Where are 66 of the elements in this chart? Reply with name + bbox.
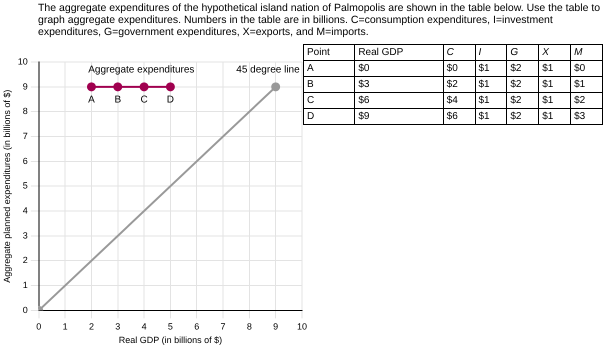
y-tick-label: 4 [22, 206, 28, 216]
text: D [304, 108, 355, 124]
text: $3 [570, 108, 602, 124]
text: $2 [570, 92, 602, 108]
y-tick-label: 0 [22, 304, 28, 315]
y-axis-title: Aggregate planned expenditures (in billions of $) [2, 90, 12, 283]
text: $3 [354, 76, 444, 92]
data-label: C [140, 94, 148, 106]
x-tick-label: 8 [246, 321, 252, 332]
data-label: A [88, 94, 96, 106]
y-tick-label: 1 [22, 280, 28, 290]
text: Real GDP [354, 44, 444, 60]
text: $2 [506, 60, 539, 76]
text: $2 [443, 76, 475, 92]
text: C [443, 44, 475, 60]
text: M [570, 44, 602, 60]
series-label: Aggregate expenditures [88, 64, 194, 76]
text: B [304, 76, 355, 92]
x-tick-label: 2 [88, 321, 94, 332]
text: $2 [506, 108, 539, 124]
data-label: D [166, 94, 174, 106]
text: $1 [475, 76, 507, 92]
text: $1 [538, 76, 571, 92]
text: $0 [570, 60, 602, 76]
text: $1 [570, 76, 602, 92]
x-tick-label: 3 [115, 321, 120, 332]
y-tick-label: 10 [18, 56, 28, 66]
text: $0 [354, 60, 444, 76]
text: C [304, 92, 355, 108]
text: $6 [443, 108, 475, 124]
x-tick-label: 10 [296, 321, 307, 332]
x-tick-label: 1 [62, 321, 68, 332]
x-tick-label: 7 [220, 321, 226, 332]
text: I [475, 44, 507, 60]
x-tick-label: 6 [194, 321, 200, 332]
text: $2 [506, 76, 539, 92]
text: $2 [506, 92, 539, 108]
y-tick-label: 2 [22, 255, 28, 266]
text: Point [304, 44, 355, 60]
chart-title: The aggregate expenditures of the hypothetical island nation of Palmopolis are shown in the table below. Use the table to graph aggregate expenditures. Numbers in the table are in billions. C=consumption expenditures, I=investment expenditures, G=government expenditures, X=exports, and M=imports. [38, 2, 602, 38]
data-label: B [114, 94, 122, 106]
series-label: 45 degree line [236, 64, 300, 76]
text: $1 [538, 92, 571, 108]
text: G [506, 44, 539, 60]
text: $6 [354, 92, 444, 108]
x-axis-title: Real GDP (in billions of $) [118, 335, 222, 346]
x-tick-label: 0 [36, 321, 42, 332]
text: $1 [538, 60, 571, 76]
y-tick-label: 6 [22, 156, 28, 166]
y-tick-label: 5 [22, 180, 28, 191]
y-tick-label: 3 [22, 230, 28, 240]
text: $9 [354, 108, 444, 124]
text: $1 [538, 108, 571, 124]
text: A [304, 60, 355, 76]
x-tick-label: 5 [168, 321, 173, 332]
text: X [538, 44, 571, 60]
text: $1 [475, 108, 507, 124]
text: $0 [443, 60, 475, 76]
text: $1 [475, 60, 507, 76]
y-tick-label: 9 [22, 81, 28, 92]
x-tick-label: 4 [142, 321, 147, 332]
y-tick-label: 8 [22, 106, 28, 116]
text: $1 [475, 92, 507, 108]
text: $4 [443, 92, 475, 108]
y-tick-label: 7 [22, 131, 28, 142]
x-tick-label: 9 [273, 321, 278, 332]
